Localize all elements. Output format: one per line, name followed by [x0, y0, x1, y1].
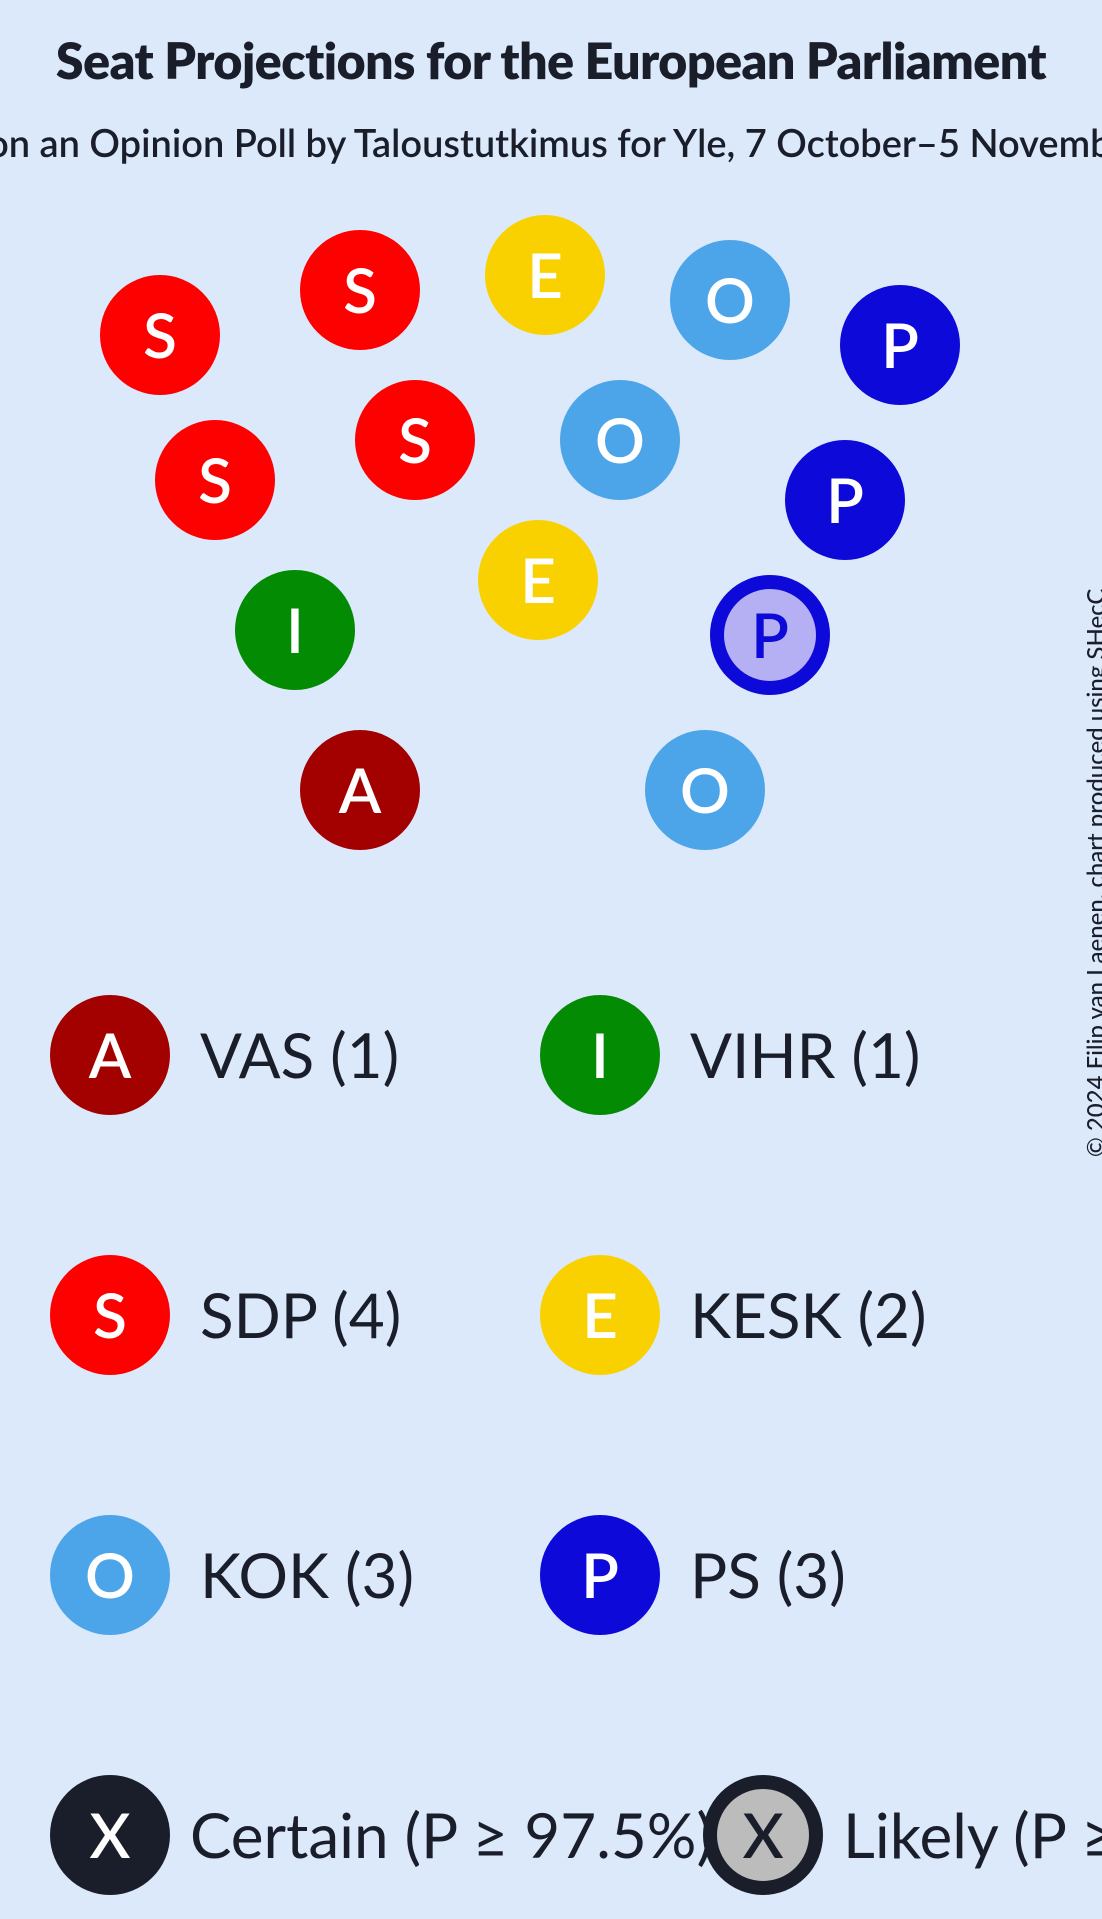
probability-legend: XCertain (P ≥ 97.5%)XLikely (P ≥ 50%)XUn… — [50, 1775, 1102, 1895]
hemicycle: SSSSEEOOOPPPIA — [0, 200, 1102, 900]
legend-label: VIHR (1) — [690, 1018, 920, 1092]
legend-label: SDP (4) — [200, 1278, 401, 1352]
legend-label: KOK (3) — [200, 1538, 414, 1612]
legend-swatch: P — [540, 1515, 660, 1635]
seat-ps: P — [840, 285, 960, 405]
legend-swatch: I — [540, 995, 660, 1115]
legend-item-vihr: I VIHR (1) — [540, 995, 1030, 1115]
chart-title: Seat Projections for the European Parlia… — [56, 30, 1046, 90]
prob-label-certain: Certain (P ≥ 97.5%) — [190, 1798, 713, 1872]
legend-swatch: S — [50, 1255, 170, 1375]
seat-sdp: S — [100, 275, 220, 395]
party-legend: A VAS (1) I VIHR (1) S SDP (4) E KESK (2) O KOK (… — [50, 995, 1052, 1775]
legend-swatch: E — [540, 1255, 660, 1375]
seat-vihr: I — [235, 570, 355, 690]
seat-kesk: E — [478, 520, 598, 640]
legend-swatch: A — [50, 995, 170, 1115]
seat-sdp: S — [155, 420, 275, 540]
legend-label: KESK (2) — [690, 1278, 927, 1352]
seat-kok: O — [670, 240, 790, 360]
legend-row: A VAS (1) I VIHR (1) — [50, 995, 1052, 1115]
legend-label: PS (3) — [690, 1538, 846, 1612]
seat-vas: A — [300, 730, 420, 850]
legend-row: S SDP (4) E KESK (2) — [50, 1255, 1052, 1375]
prob-swatch-likely: X — [703, 1775, 823, 1895]
legend-item-kok: O KOK (3) — [50, 1515, 540, 1635]
seat-ps: P — [785, 440, 905, 560]
seat-kok: O — [560, 380, 680, 500]
seat-kok: O — [645, 730, 765, 850]
prob-label-likely: Likely (P ≥ 50%) — [843, 1798, 1102, 1872]
prob-swatch-certain: X — [50, 1775, 170, 1895]
legend-item-kesk: E KESK (2) — [540, 1255, 1030, 1375]
legend-row: O KOK (3) P PS (3) — [50, 1515, 1052, 1635]
legend-swatch: O — [50, 1515, 170, 1635]
seat-kesk: E — [485, 215, 605, 335]
chart-subtitle: d on an Opinion Poll by Taloustutkimus f… — [0, 120, 1102, 166]
legend-item-vas: A VAS (1) — [50, 995, 540, 1115]
seat-ps: P — [710, 575, 830, 695]
legend-item-sdp: S SDP (4) — [50, 1255, 540, 1375]
seat-sdp: S — [355, 380, 475, 500]
legend-item-ps: P PS (3) — [540, 1515, 1030, 1635]
seat-sdp: S — [300, 230, 420, 350]
legend-label: VAS (1) — [200, 1018, 399, 1092]
